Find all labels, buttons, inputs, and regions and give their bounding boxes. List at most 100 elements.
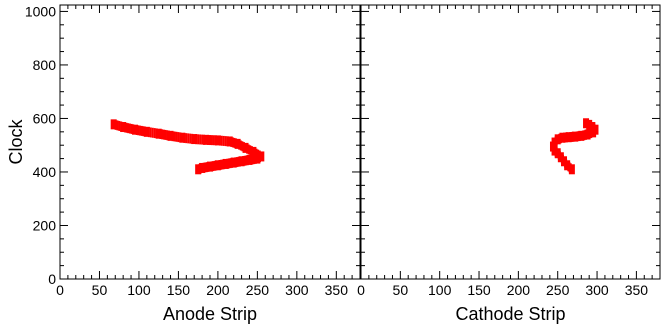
x-tick-label: 200 <box>507 282 531 298</box>
data-hit <box>583 130 586 141</box>
data-hit <box>142 126 145 137</box>
data-point <box>561 156 568 167</box>
data-hit <box>230 136 233 147</box>
data-hit <box>201 134 204 145</box>
data-hit <box>229 158 232 169</box>
data-hit <box>231 157 234 168</box>
data-point <box>258 151 265 162</box>
x-tick-label: 350 <box>625 282 649 298</box>
data-hit <box>118 120 121 131</box>
data-hit <box>220 135 223 146</box>
data-hit <box>212 135 215 146</box>
x-tick-label: 250 <box>546 282 570 298</box>
data-hit <box>123 122 126 133</box>
data-hit <box>171 131 174 142</box>
right-panel-cathode: 0 50 100 150 200 250 300 350 Cathode Strip <box>357 4 661 324</box>
data-hit <box>205 162 208 173</box>
data-hit <box>241 141 244 152</box>
data-point <box>254 153 261 164</box>
data-hit <box>237 156 240 167</box>
data-hit <box>189 133 192 144</box>
data-point <box>578 130 585 141</box>
data-hit <box>570 131 573 142</box>
data-point <box>199 162 206 173</box>
x-tick-label: 250 <box>246 282 270 298</box>
data-point <box>250 146 257 157</box>
data-hit <box>239 156 241 167</box>
y-tick-label: 600 <box>33 110 57 126</box>
x-tick-label: 350 <box>325 282 349 298</box>
data-hit <box>125 122 128 133</box>
data-point <box>242 142 249 153</box>
data-point <box>167 130 174 141</box>
data-hit <box>128 123 131 134</box>
data-point <box>586 119 593 130</box>
data-hit <box>227 158 230 169</box>
data-point <box>554 148 561 159</box>
data-hit <box>239 140 242 151</box>
data-hit <box>177 132 180 143</box>
data-point <box>155 128 162 139</box>
data-hit <box>116 120 119 131</box>
data-hit <box>558 133 561 144</box>
x-tick-label: 300 <box>585 282 609 298</box>
data-hit <box>569 132 572 143</box>
data-hit <box>173 131 176 142</box>
y-tick-label: 400 <box>33 164 57 180</box>
y-tick-label: 1000 <box>25 3 56 19</box>
data-point <box>589 122 596 133</box>
data-hit <box>575 131 578 142</box>
data-hit <box>210 135 213 146</box>
data-hit <box>247 144 250 155</box>
y-tick-label: 0 <box>48 271 56 287</box>
data-hit <box>164 129 167 140</box>
data-point <box>110 119 117 130</box>
data-hit <box>130 123 133 134</box>
data-point <box>246 154 253 165</box>
x-tick-label: 0 <box>357 282 365 298</box>
data-hit <box>221 159 224 170</box>
data-hit <box>231 137 234 148</box>
data-hit <box>254 153 257 164</box>
data-point <box>230 157 237 168</box>
data-hit <box>249 145 252 156</box>
x-tick-label: 50 <box>393 282 409 298</box>
data-hit <box>215 160 218 171</box>
data-hit <box>224 136 227 147</box>
data-hit <box>195 134 198 145</box>
data-hit <box>212 161 215 172</box>
left-panel-anode: 0 50 100 150 200 250 300 350 0 200 400 600 800 1000 An… <box>6 3 361 324</box>
data-hit <box>140 125 143 136</box>
data-hit <box>204 162 207 173</box>
data-hit <box>238 139 241 150</box>
data-point <box>214 135 221 146</box>
data-hit <box>151 127 154 138</box>
data-hit <box>251 154 254 165</box>
data-hit <box>220 159 223 170</box>
x-tick-label: 150 <box>167 282 191 298</box>
data-point <box>572 131 579 142</box>
data-hit <box>147 127 150 138</box>
x-tick-label: 100 <box>428 282 452 298</box>
data-point <box>565 132 572 143</box>
x-tick-label: 50 <box>92 282 108 298</box>
data-hit <box>235 157 238 168</box>
data-point <box>557 152 564 163</box>
data-point <box>564 160 571 171</box>
data-hit <box>207 161 210 172</box>
data-hit <box>213 160 216 171</box>
data-point <box>583 118 590 129</box>
data-point <box>584 129 591 140</box>
data-hit <box>223 159 226 170</box>
data-hit <box>564 132 567 143</box>
data-hit <box>245 155 248 166</box>
data-point <box>551 137 558 148</box>
data-hit <box>114 119 117 130</box>
data-hit <box>253 154 256 165</box>
data-hit <box>162 129 165 140</box>
data-point <box>592 124 599 135</box>
data-hit <box>199 134 202 145</box>
data-point <box>203 134 210 145</box>
x-axis-title: Cathode Strip <box>455 304 565 324</box>
